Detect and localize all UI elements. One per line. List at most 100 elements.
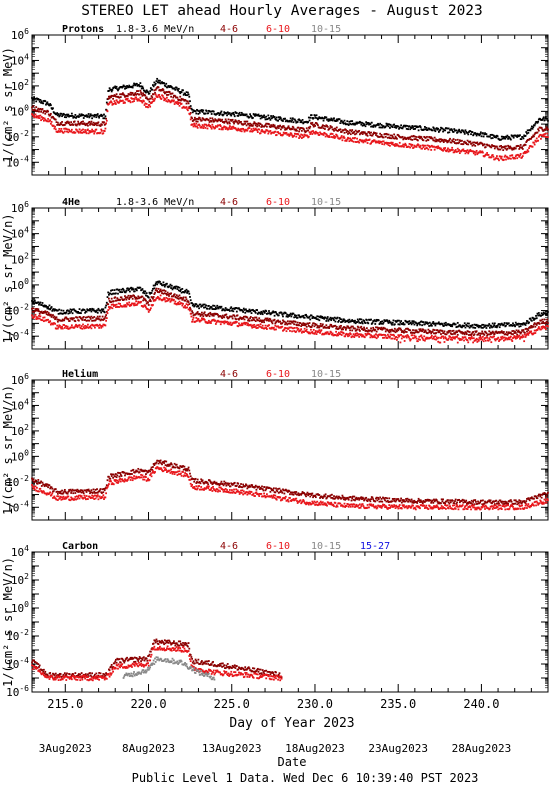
data-point: [99, 131, 102, 134]
data-point: [505, 324, 507, 327]
data-point: [75, 128, 78, 131]
data-point: [415, 146, 418, 148]
data-point: [354, 334, 356, 337]
data-point: [439, 329, 442, 332]
data-point: [162, 96, 165, 99]
data-point: [319, 325, 321, 327]
data-point: [313, 332, 316, 335]
data-point: [370, 334, 372, 337]
data-point: [76, 316, 79, 319]
data-point: [296, 321, 299, 324]
data-point: [145, 294, 147, 297]
data-point: [476, 340, 479, 343]
data-point: [292, 121, 295, 124]
data-point: [42, 312, 45, 314]
data-point: [358, 318, 361, 321]
data-point: [386, 124, 389, 127]
data-point: [207, 123, 210, 126]
data-point: [324, 128, 326, 130]
data-point: [124, 295, 126, 298]
data-point: [196, 305, 198, 308]
data-point: [163, 285, 166, 288]
data-point: [380, 124, 383, 126]
data-point: [286, 320, 289, 323]
data-point: [72, 124, 75, 126]
data-point: [468, 334, 470, 336]
data-point: [198, 313, 201, 315]
data-point: [342, 129, 345, 132]
data-point: [385, 141, 388, 144]
data-point: [291, 128, 293, 131]
data-point: [393, 123, 396, 126]
data-point: [347, 321, 350, 324]
data-point: [426, 321, 428, 324]
data-point: [289, 320, 291, 323]
data-point: [472, 141, 475, 144]
data-point: [435, 127, 438, 130]
data-point: [398, 335, 400, 338]
data-point: [503, 336, 506, 339]
data-point: [298, 119, 301, 122]
data-point: [370, 323, 373, 325]
data-point: [468, 131, 470, 133]
data-point: [84, 327, 87, 329]
data-point: [163, 84, 166, 87]
data-point: [242, 123, 245, 126]
data-point: [243, 120, 246, 123]
data-point: [186, 300, 189, 302]
data-point: [161, 289, 164, 292]
data-point: [254, 325, 257, 328]
data-point: [396, 330, 398, 333]
data-point: [195, 316, 198, 319]
data-point: [493, 147, 496, 150]
data-point: [450, 336, 453, 339]
data-point: [254, 122, 256, 125]
data-point: [158, 81, 161, 84]
data-point: [403, 323, 406, 326]
data-point: [181, 287, 184, 290]
data-point: [423, 339, 426, 342]
data-point: [35, 97, 38, 100]
data-point: [211, 117, 214, 120]
data-point: [454, 149, 457, 151]
data-point: [58, 115, 61, 118]
data-point: [514, 332, 517, 334]
data-point: [356, 332, 358, 335]
data-point: [121, 85, 124, 88]
data-point: [482, 323, 485, 326]
data-point: [107, 291, 110, 294]
data-point: [493, 135, 496, 138]
data-point: [530, 330, 533, 333]
data-point: [170, 292, 173, 295]
data-point: [291, 134, 293, 137]
data-point: [302, 122, 305, 125]
data-point: [465, 143, 468, 146]
data-point: [83, 309, 86, 311]
data-point: [63, 116, 66, 119]
data-point: [254, 114, 256, 117]
data-point: [534, 325, 537, 328]
data-point: [404, 330, 407, 333]
data-point: [502, 336, 505, 339]
data-point: [513, 335, 516, 337]
data-point: [275, 127, 278, 130]
data-point: [222, 113, 225, 116]
data-point: [326, 316, 329, 318]
data-point: [231, 127, 233, 130]
data-point: [468, 149, 471, 152]
data-point: [215, 321, 218, 324]
data-point: [441, 330, 444, 332]
data-point: [145, 292, 148, 295]
data-point: [187, 107, 190, 109]
data-point: [204, 112, 207, 115]
data-point: [135, 93, 138, 96]
data-point: [357, 333, 360, 336]
data-point: [427, 322, 430, 325]
data-point: [465, 151, 468, 154]
data-point: [482, 151, 484, 154]
data-point: [515, 329, 518, 332]
data-point: [293, 330, 296, 332]
data-point: [44, 112, 47, 115]
data-point: [163, 289, 166, 292]
